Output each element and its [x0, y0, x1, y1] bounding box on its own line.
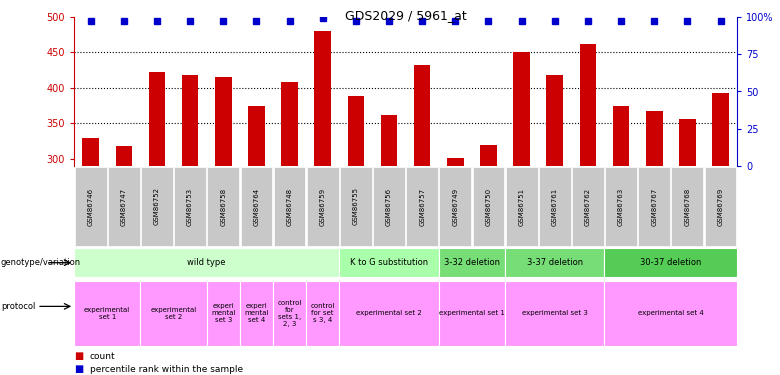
Bar: [712, 93, 729, 166]
Bar: [679, 118, 696, 166]
Text: GSM86763: GSM86763: [618, 188, 624, 226]
FancyBboxPatch shape: [141, 167, 173, 246]
Bar: [83, 138, 99, 166]
Text: GSM86757: GSM86757: [419, 188, 425, 225]
FancyBboxPatch shape: [505, 281, 604, 346]
Text: genotype/variation: genotype/variation: [1, 258, 81, 267]
Text: ■: ■: [74, 351, 83, 361]
Bar: [149, 72, 165, 166]
FancyBboxPatch shape: [207, 281, 239, 346]
FancyBboxPatch shape: [74, 281, 140, 346]
Text: wild type: wild type: [187, 258, 226, 267]
Text: ■: ■: [74, 364, 83, 374]
Text: GSM86750: GSM86750: [485, 188, 491, 225]
Bar: [248, 106, 264, 166]
FancyBboxPatch shape: [539, 167, 571, 246]
Text: GSM86748: GSM86748: [286, 188, 292, 225]
FancyBboxPatch shape: [274, 167, 306, 246]
FancyBboxPatch shape: [340, 167, 372, 246]
Text: GSM86746: GSM86746: [87, 188, 94, 225]
Text: GSM86761: GSM86761: [551, 188, 558, 226]
Text: K to G substitution: K to G substitution: [350, 258, 428, 267]
Text: GSM86747: GSM86747: [121, 188, 127, 225]
Text: GSM86749: GSM86749: [452, 188, 459, 225]
Text: count: count: [90, 352, 115, 361]
Text: GSM86767: GSM86767: [651, 188, 658, 226]
Text: GSM86762: GSM86762: [585, 188, 591, 225]
Text: experimental set 4: experimental set 4: [638, 310, 704, 316]
Text: control
for set
s 3, 4: control for set s 3, 4: [310, 303, 335, 323]
Text: percentile rank within the sample: percentile rank within the sample: [90, 364, 243, 374]
Text: experimental set 2: experimental set 2: [356, 310, 422, 316]
Text: GSM86755: GSM86755: [353, 188, 359, 225]
Text: GSM86764: GSM86764: [254, 188, 260, 225]
FancyBboxPatch shape: [439, 167, 471, 246]
FancyBboxPatch shape: [306, 281, 339, 346]
Text: 3-37 deletion: 3-37 deletion: [526, 258, 583, 267]
Bar: [282, 82, 298, 166]
FancyBboxPatch shape: [704, 167, 736, 246]
FancyBboxPatch shape: [505, 248, 604, 278]
Bar: [613, 106, 629, 166]
Text: GSM86751: GSM86751: [519, 188, 525, 225]
Text: protocol: protocol: [1, 302, 35, 311]
FancyBboxPatch shape: [572, 167, 604, 246]
FancyBboxPatch shape: [140, 281, 207, 346]
FancyBboxPatch shape: [672, 167, 704, 246]
FancyBboxPatch shape: [438, 281, 505, 346]
Bar: [348, 96, 364, 166]
FancyBboxPatch shape: [604, 281, 737, 346]
Text: GSM86758: GSM86758: [220, 188, 226, 225]
FancyBboxPatch shape: [406, 167, 438, 246]
Text: GSM86752: GSM86752: [154, 188, 160, 225]
Bar: [480, 145, 497, 166]
Text: GSM86768: GSM86768: [684, 188, 690, 226]
FancyBboxPatch shape: [373, 167, 405, 246]
Text: 30-37 deletion: 30-37 deletion: [640, 258, 701, 267]
Text: experimental set 1: experimental set 1: [439, 310, 505, 316]
Text: experi
mental
set 4: experi mental set 4: [244, 303, 268, 323]
Text: experi
mental
set 3: experi mental set 3: [211, 303, 236, 323]
FancyBboxPatch shape: [438, 248, 505, 278]
FancyBboxPatch shape: [605, 167, 637, 246]
FancyBboxPatch shape: [240, 167, 272, 246]
FancyBboxPatch shape: [638, 167, 670, 246]
Bar: [115, 146, 132, 166]
Bar: [414, 65, 431, 166]
FancyBboxPatch shape: [75, 167, 107, 246]
FancyBboxPatch shape: [339, 248, 438, 278]
FancyBboxPatch shape: [339, 281, 438, 346]
Text: GSM86769: GSM86769: [718, 188, 724, 226]
Bar: [580, 44, 596, 166]
Text: experimental set 3: experimental set 3: [522, 310, 587, 316]
Text: GDS2029 / 5961_at: GDS2029 / 5961_at: [345, 9, 466, 22]
FancyBboxPatch shape: [207, 167, 239, 246]
FancyBboxPatch shape: [604, 248, 737, 278]
Bar: [447, 158, 463, 166]
FancyBboxPatch shape: [505, 167, 537, 246]
Text: GSM86756: GSM86756: [386, 188, 392, 225]
Text: 3-32 deletion: 3-32 deletion: [444, 258, 500, 267]
Bar: [182, 75, 198, 166]
FancyBboxPatch shape: [273, 281, 306, 346]
Text: GSM86753: GSM86753: [187, 188, 193, 225]
Bar: [215, 77, 232, 166]
FancyBboxPatch shape: [74, 248, 339, 278]
Bar: [513, 53, 530, 166]
FancyBboxPatch shape: [108, 167, 140, 246]
FancyBboxPatch shape: [174, 167, 206, 246]
Bar: [547, 75, 563, 166]
FancyBboxPatch shape: [307, 167, 339, 246]
Bar: [646, 111, 662, 166]
Bar: [314, 31, 331, 166]
Bar: [381, 115, 397, 166]
Text: GSM86759: GSM86759: [320, 188, 326, 225]
Text: control
for
sets 1,
2, 3: control for sets 1, 2, 3: [278, 300, 302, 327]
FancyBboxPatch shape: [473, 167, 505, 246]
FancyBboxPatch shape: [239, 281, 273, 346]
Text: experimental
set 1: experimental set 1: [84, 307, 130, 320]
Text: experimental
set 2: experimental set 2: [151, 307, 197, 320]
